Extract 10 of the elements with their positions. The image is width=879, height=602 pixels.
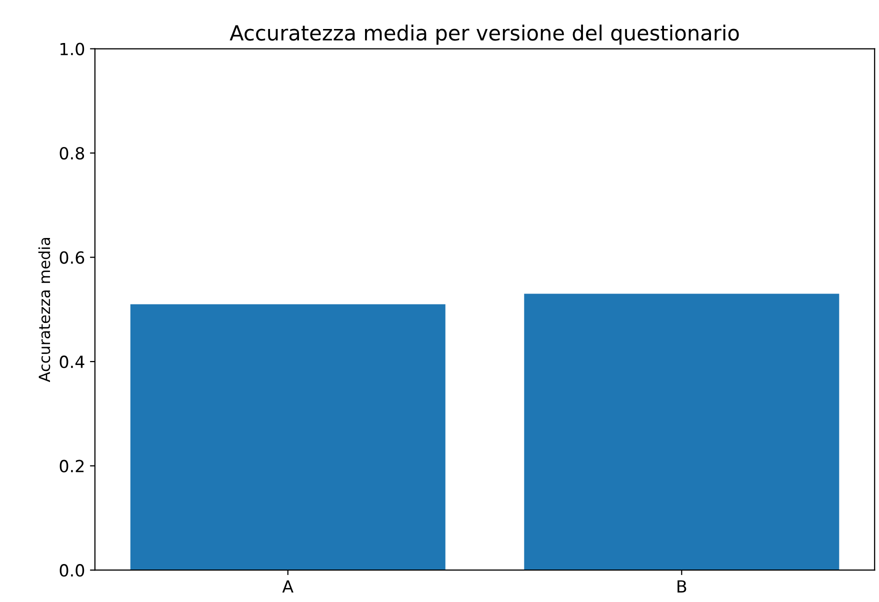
y-tick-label: 0.2 — [60, 460, 84, 472]
y-tick-label: 1.0 — [60, 42, 84, 56]
x-tick-label: B — [678, 580, 686, 592]
x-tick-label: A — [282, 580, 294, 592]
y-tick-label: 0.6 — [60, 251, 84, 264]
y-tick-label: 0.0 — [60, 564, 84, 577]
y-tick-label: 0.8 — [60, 146, 84, 160]
chart-title: Accuratezza media per versione del questionario — [230, 24, 739, 45]
y-axis-title: Accuratezza media — [38, 238, 50, 382]
y-tick-label: 0.4 — [60, 356, 84, 368]
